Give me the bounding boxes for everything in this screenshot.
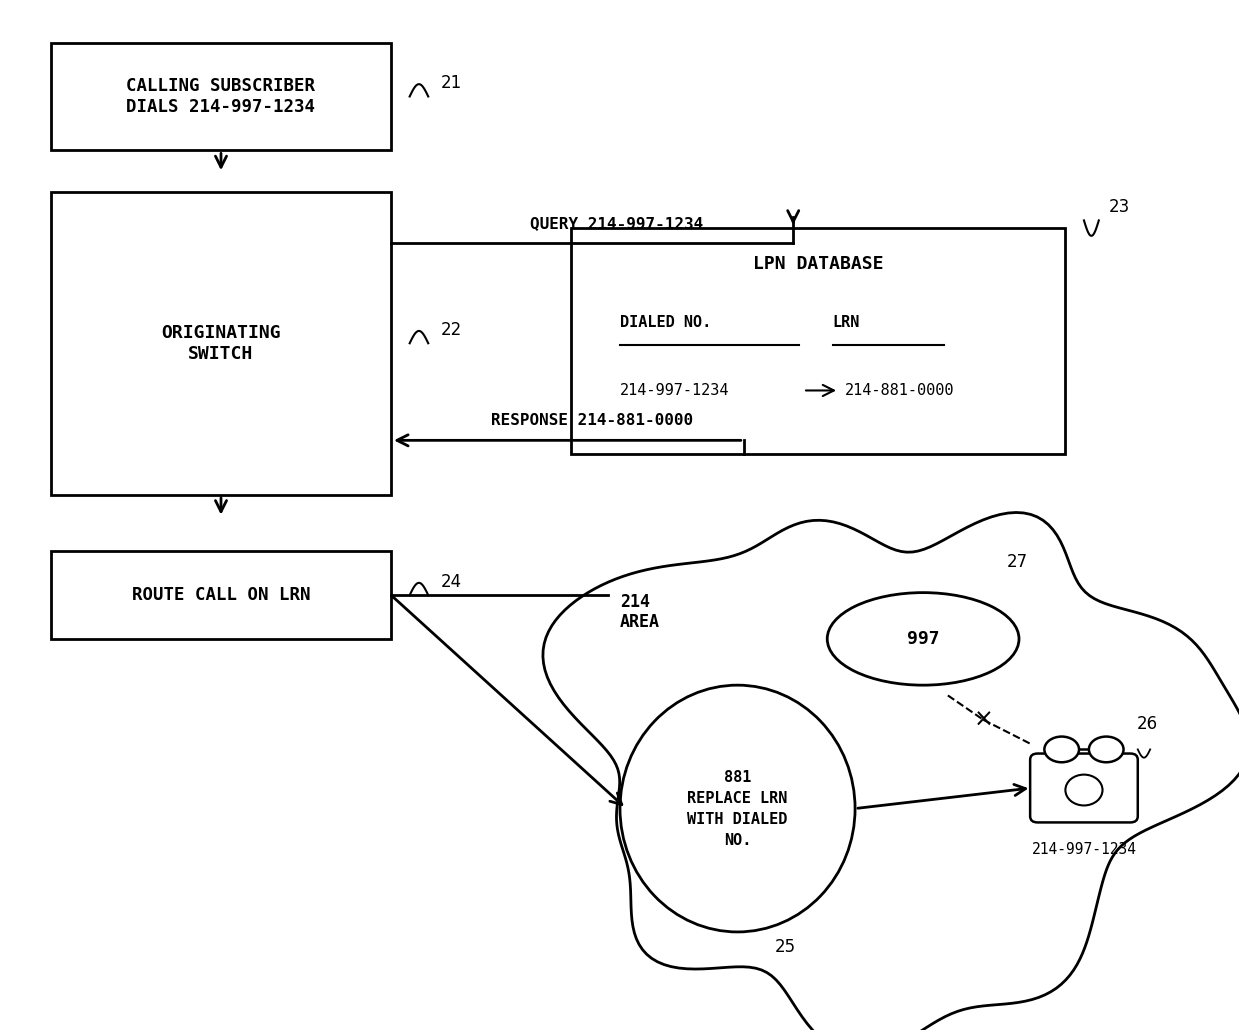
Text: 25: 25 (775, 938, 796, 957)
Text: LRN: LRN (833, 315, 861, 330)
Bar (570, 228, 1065, 454)
FancyBboxPatch shape (1030, 754, 1138, 823)
Text: 24: 24 (440, 573, 461, 591)
Text: 881
REPLACE LRN
WITH DIALED
NO.: 881 REPLACE LRN WITH DIALED NO. (687, 769, 787, 847)
Text: 26: 26 (1137, 714, 1158, 733)
Ellipse shape (827, 593, 1019, 686)
Text: CALLING SUBSCRIBER
DIALS 214-997-1234: CALLING SUBSCRIBER DIALS 214-997-1234 (126, 77, 315, 115)
Text: 214-881-0000: 214-881-0000 (846, 383, 955, 398)
Text: ×: × (973, 708, 993, 732)
Text: 214-997-1234: 214-997-1234 (1032, 842, 1136, 857)
Text: 23: 23 (1109, 198, 1130, 217)
Bar (51, 192, 391, 495)
Text: 214-997-1234: 214-997-1234 (620, 383, 729, 398)
Ellipse shape (1044, 736, 1079, 762)
Text: 27: 27 (1007, 553, 1028, 571)
Text: 21: 21 (440, 74, 461, 92)
Ellipse shape (1065, 774, 1102, 805)
Text: ROUTE CALL ON LRN: ROUTE CALL ON LRN (131, 587, 310, 604)
Text: 214
AREA: 214 AREA (620, 593, 660, 631)
Ellipse shape (1089, 736, 1123, 762)
Text: 997: 997 (906, 630, 940, 647)
Polygon shape (543, 512, 1240, 1031)
Bar (51, 42, 391, 151)
Text: RESPONSE 214-881-0000: RESPONSE 214-881-0000 (491, 413, 693, 428)
Ellipse shape (620, 686, 856, 932)
Text: ORIGINATING
SWITCH: ORIGINATING SWITCH (161, 324, 280, 363)
Text: 22: 22 (440, 321, 461, 339)
Text: DIALED NO.: DIALED NO. (620, 315, 712, 330)
Text: QUERY 214-997-1234: QUERY 214-997-1234 (531, 215, 703, 231)
Text: LPN DATABASE: LPN DATABASE (753, 255, 883, 272)
Bar (51, 552, 391, 639)
